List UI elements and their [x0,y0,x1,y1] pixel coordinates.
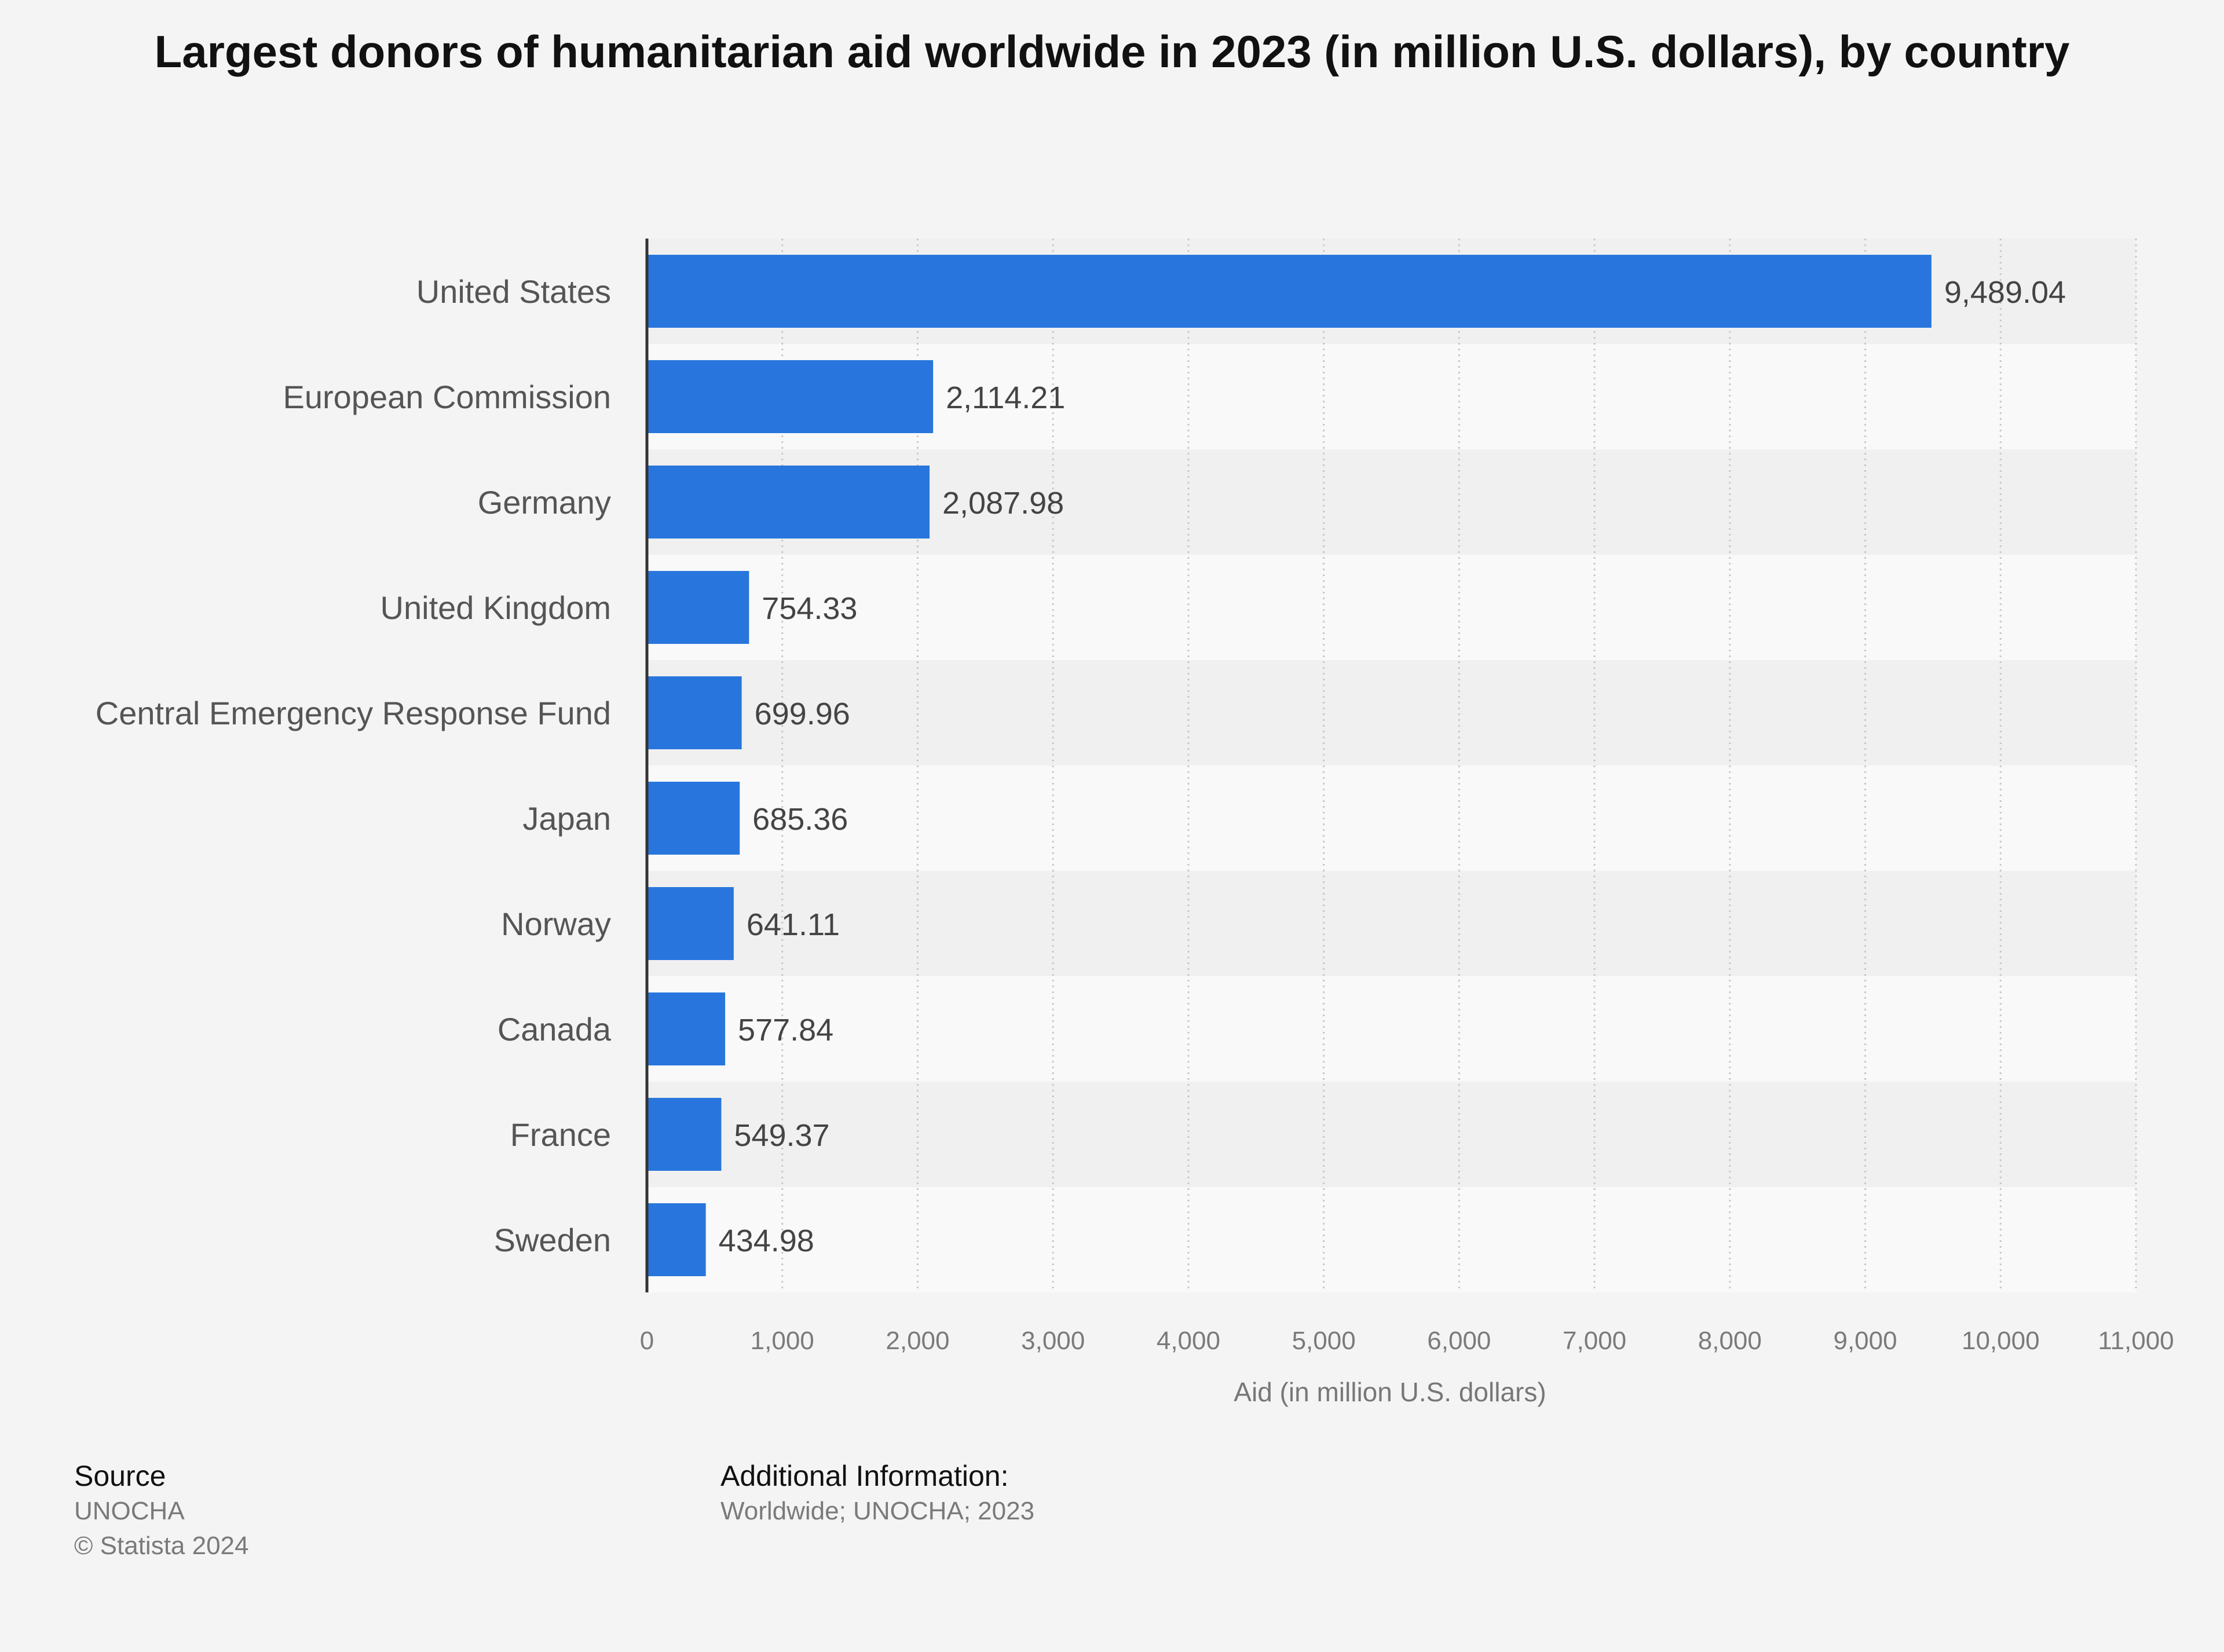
x-tick-label: 3,000 [1021,1327,1085,1355]
grid-lines [781,239,2137,1292]
value-label: 549.37 [734,1118,829,1153]
x-tick-label: 4,000 [1157,1327,1220,1355]
bar [647,992,726,1065]
value-label: 577.84 [738,1013,833,1047]
category-label: Norway [501,906,611,942]
value-label: 754.33 [762,591,857,626]
value-label: 434.98 [719,1224,814,1258]
row-stripe [647,1082,2136,1187]
bar [647,676,742,749]
additional-info-heading: Additional Information: [720,1460,1009,1492]
value-label: 2,087.98 [942,486,1064,521]
category-label: United States [416,273,611,310]
chart-title: Largest donors of humanitarian aid world… [154,26,2070,77]
bar [647,782,740,855]
row-stripe [647,765,2136,871]
row-stripe [647,660,2136,765]
x-tick-label: 11,000 [2098,1327,2174,1355]
category-label: Japan [522,800,611,837]
value-label: 9,489.04 [1944,275,2066,310]
bar [647,466,930,539]
x-tick-label: 1,000 [751,1327,814,1355]
row-stripe [647,555,2136,660]
category-label: European Commission [283,379,611,415]
additional-info-block: Additional Information: Worldwide; UNOCH… [720,1458,1034,1529]
x-axis-label: Aid (in million U.S. dollars) [1234,1377,1546,1407]
x-tick-label: 7,000 [1563,1327,1626,1355]
bar [647,360,934,433]
source-name: UNOCHA [74,1497,185,1525]
value-label: 699.96 [755,697,850,731]
source-block: Source UNOCHA © Statista 2024 [74,1458,249,1563]
category-label: France [510,1116,611,1153]
bar [647,887,734,960]
value-label: 2,114.21 [946,380,1065,415]
additional-info-text: Worldwide; UNOCHA; 2023 [720,1497,1035,1525]
source-heading: Source [74,1460,166,1492]
category-label: Sweden [494,1222,611,1258]
x-axis-ticks: 0 1,000 2,000 3,000 4,000 5,000 6,000 7,000 8,00… [640,1327,2174,1355]
x-tick-label: 10,000 [1962,1327,2040,1355]
bar [647,571,749,644]
x-tick-label: 9,000 [1833,1327,1897,1355]
row-stripe [647,871,2136,976]
category-labels: United States European Commission Germany U… [96,273,612,1258]
row-stripe [647,1187,2136,1292]
copyright: © Statista 2024 [74,1532,249,1560]
category-label: Central Emergency Response Fund [96,695,611,731]
row-stripe [647,976,2136,1082]
category-label: Germany [478,484,611,521]
value-labels: 9,489.04 2,114.21 2,087.98 754.33 699.96 685.… [719,275,2066,1258]
x-tick-label: 6,000 [1427,1327,1491,1355]
value-label: 641.11 [747,907,840,942]
x-tick-label: 5,000 [1292,1327,1356,1355]
x-tick-label: 8,000 [1698,1327,1762,1355]
value-label: 685.36 [752,802,848,837]
x-tick-label: 0 [640,1327,654,1355]
bar [647,255,1932,328]
category-label: Canada [498,1011,612,1047]
bars [647,255,1932,1276]
x-tick-label: 2,000 [886,1327,949,1355]
category-label: United Kingdom [381,589,611,626]
bar [647,1203,706,1276]
bar [647,1098,722,1171]
